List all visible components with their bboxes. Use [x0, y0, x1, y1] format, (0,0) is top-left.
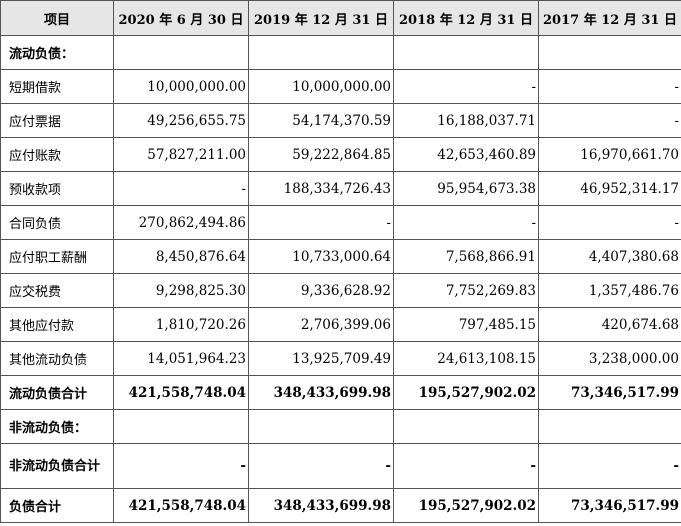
header-2017-12-31: 2017 年 12 月 31 日	[538, 0, 681, 36]
cell: -	[538, 443, 681, 489]
row-label: 合同负债	[0, 205, 114, 240]
cell: 49,256,655.75	[113, 103, 249, 138]
cell: 195,527,902.02	[393, 375, 539, 410]
cell: 10,000,000.00	[113, 69, 249, 104]
table-row: 短期借款 10,000,000.00 10,000,000.00 - -	[0, 69, 681, 104]
cell: 95,954,673.38	[393, 171, 539, 206]
cell	[248, 35, 394, 70]
table-row: 应付账款 57,827,211.00 59,222,864.85 42,653,…	[0, 137, 681, 172]
cell: 59,222,864.85	[248, 137, 394, 172]
cell: 3,238,000.00	[538, 341, 681, 376]
cell: 73,346,517.99	[538, 488, 681, 523]
cell: 188,334,726.43	[248, 171, 394, 206]
cell: 7,568,866.91	[393, 239, 539, 274]
cell: 57,827,211.00	[113, 137, 249, 172]
cell: 421,558,748.04	[113, 375, 249, 410]
cell: 9,336,628.92	[248, 273, 394, 308]
header-2018-12-31: 2018 年 12 月 31 日	[393, 0, 539, 36]
row-label: 流动负债：	[0, 35, 114, 70]
cell	[113, 35, 249, 70]
cell: 54,174,370.59	[248, 103, 394, 138]
table-row: 非流动负债：	[0, 409, 681, 444]
cell	[538, 409, 681, 444]
row-label: 应付职工薪酬	[0, 239, 114, 274]
cell: 24,613,108.15	[393, 341, 539, 376]
cell: 270,862,494.86	[113, 205, 249, 240]
cell: 348,433,699.98	[248, 488, 394, 523]
row-label: 应付票据	[0, 103, 114, 138]
cell: -	[393, 205, 539, 240]
table-row: 合同负债 270,862,494.86 - - -	[0, 205, 681, 240]
cell: 13,925,709.49	[248, 341, 394, 376]
table-row: 应付职工薪酬 8,450,876.64 10,733,000.64 7,568,…	[0, 239, 681, 274]
cell: 1,810,720.26	[113, 307, 249, 342]
header-item: 项目	[0, 0, 114, 36]
cell: -	[248, 205, 394, 240]
cell: 14,051,964.23	[113, 341, 249, 376]
row-label: 非流动负债合计	[0, 443, 114, 489]
cell	[393, 409, 539, 444]
table-row-subtotal: 流动负债合计 421,558,748.04 348,433,699.98 195…	[0, 375, 681, 410]
table-row: 应交税费 9,298,825.30 9,336,628.92 7,752,269…	[0, 273, 681, 308]
cell: 420,674.68	[538, 307, 681, 342]
cell: -	[538, 205, 681, 240]
table-row-subtotal: 非流动负债合计 - - - -	[0, 443, 681, 489]
cell: -	[538, 69, 681, 104]
cell: 16,970,661.70	[538, 137, 681, 172]
cell: 73,346,517.99	[538, 375, 681, 410]
row-label: 其他流动负债	[0, 341, 114, 376]
row-label: 预收款项	[0, 171, 114, 206]
row-label: 应交税费	[0, 273, 114, 308]
row-label: 非流动负债：	[0, 409, 114, 444]
table-row: 其他应付款 1,810,720.26 2,706,399.06 797,485.…	[0, 307, 681, 342]
cell: 1,357,486.76	[538, 273, 681, 308]
cell	[393, 35, 539, 70]
cell: 4,407,380.68	[538, 239, 681, 274]
cell	[248, 409, 394, 444]
cell: 42,653,460.89	[393, 137, 539, 172]
cell: 10,733,000.64	[248, 239, 394, 274]
row-label: 应付账款	[0, 137, 114, 172]
cell: 8,450,876.64	[113, 239, 249, 274]
cell: -	[393, 443, 539, 489]
cell: 16,188,037.71	[393, 103, 539, 138]
cell: -	[113, 443, 249, 489]
row-label: 其他应付款	[0, 307, 114, 342]
table-row: 流动负债：	[0, 35, 681, 70]
cell: 10,000,000.00	[248, 69, 394, 104]
cell: 7,752,269.83	[393, 273, 539, 308]
cell: 2,706,399.06	[248, 307, 394, 342]
cell: 348,433,699.98	[248, 375, 394, 410]
cell: 9,298,825.30	[113, 273, 249, 308]
table-row-total: 负债合计 421,558,748.04 348,433,699.98 195,5…	[0, 488, 681, 523]
cell: 46,952,314.17	[538, 171, 681, 206]
cell	[113, 409, 249, 444]
cell: -	[248, 443, 394, 489]
table-row: 应付票据 49,256,655.75 54,174,370.59 16,188,…	[0, 103, 681, 138]
cell	[538, 35, 681, 70]
cell: -	[113, 171, 249, 206]
cell: -	[538, 103, 681, 138]
table-row: 其他流动负债 14,051,964.23 13,925,709.49 24,61…	[0, 341, 681, 376]
header-row: 项目 2020 年 6 月 30 日 2019 年 12 月 31 日 2018…	[0, 0, 681, 36]
cell: 797,485.15	[393, 307, 539, 342]
cell: -	[393, 69, 539, 104]
header-2019-12-31: 2019 年 12 月 31 日	[248, 0, 394, 36]
table-row: 预收款项 - 188,334,726.43 95,954,673.38 46,9…	[0, 171, 681, 206]
row-label: 流动负债合计	[0, 375, 114, 410]
row-label: 短期借款	[0, 69, 114, 104]
row-label: 负债合计	[0, 488, 114, 523]
header-2020-06-30: 2020 年 6 月 30 日	[113, 0, 249, 36]
cell: 195,527,902.02	[393, 488, 539, 523]
cell: 421,558,748.04	[113, 488, 249, 523]
